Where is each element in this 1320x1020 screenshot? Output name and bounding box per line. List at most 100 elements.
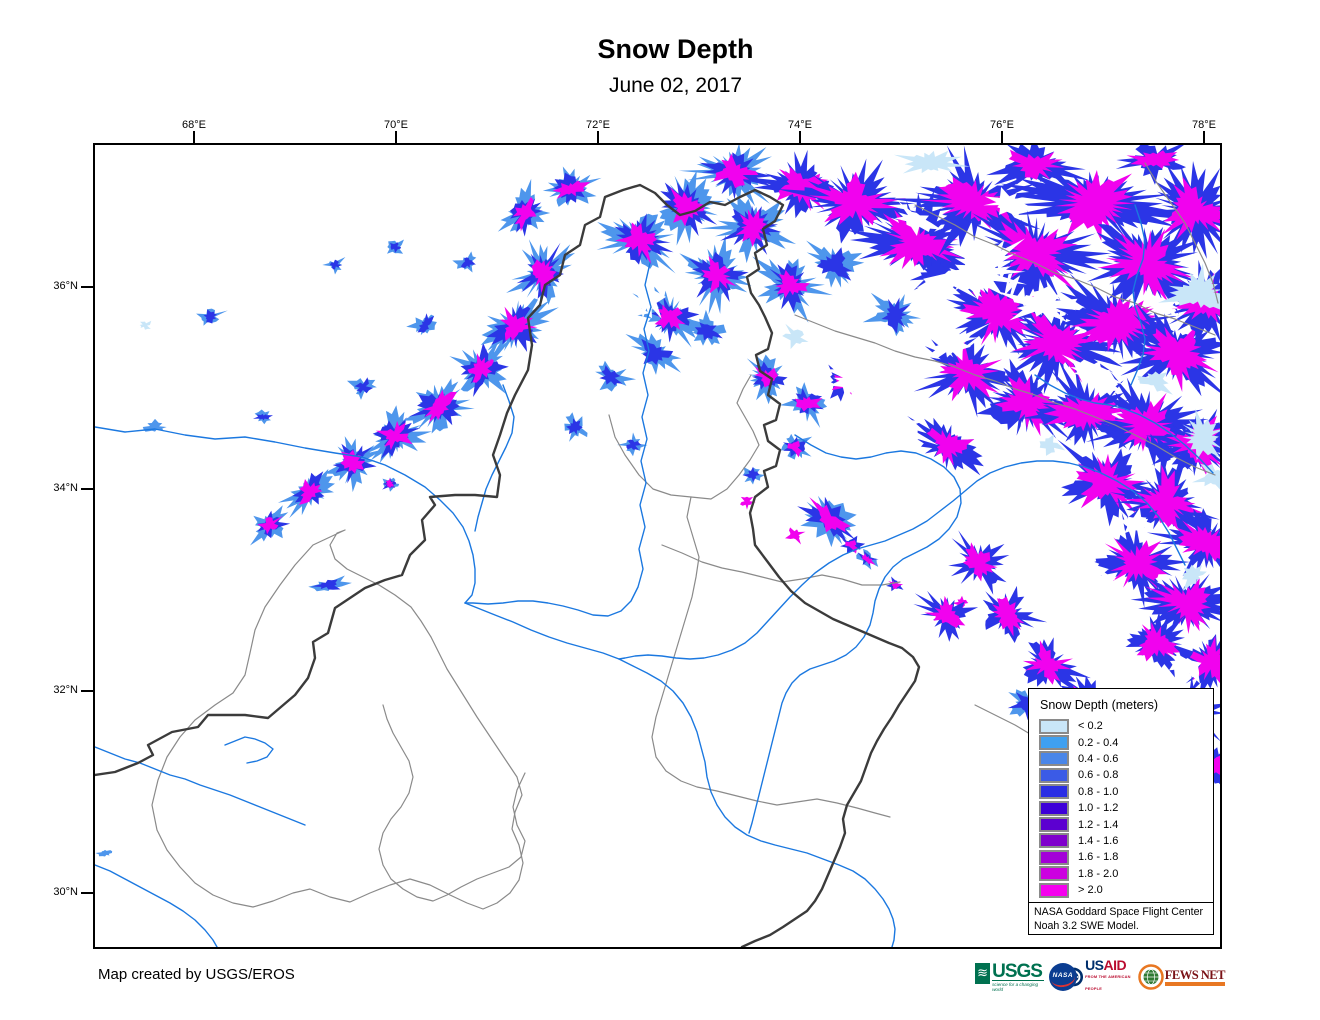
legend-swatch: [1039, 833, 1069, 849]
snow-patch: [95, 849, 113, 857]
logo-strip: ≋ USGS science for a changing world NASA…: [975, 956, 1226, 998]
pale-snow-patch: [893, 150, 971, 174]
legend-swatch: [1039, 784, 1069, 800]
boundary-admin: [1144, 162, 1219, 304]
snow-patch: [340, 449, 366, 474]
legend-row: 1.8 - 2.0: [1039, 866, 1213, 882]
lon-tick-label: 74°E: [788, 119, 812, 131]
snow-patch: [742, 466, 760, 482]
legend-row: 1.4 - 1.6: [1039, 833, 1213, 849]
snow-patch: [599, 365, 623, 386]
snow-patch: [861, 553, 876, 565]
legend-class-label: 1.0 - 1.2: [1078, 802, 1119, 815]
snow-patch: [354, 377, 373, 394]
snow-patch: [499, 306, 538, 341]
lat-tick-label: 34°N: [53, 482, 78, 494]
valley-carve: [1118, 507, 1151, 534]
usgs-tagline: science for a changing world: [992, 979, 1044, 992]
legend-swatch: [1039, 882, 1069, 898]
lat-tick-mark: [81, 286, 93, 288]
lon-tick-mark: [799, 131, 801, 143]
snow-patch: [253, 413, 273, 421]
snow-patch: [998, 221, 1079, 294]
snow-patch: [1136, 622, 1181, 662]
valley-carve: [863, 399, 939, 446]
snow-patch: [203, 309, 217, 324]
valley-carve: [631, 273, 666, 320]
valley-carve: [826, 366, 888, 396]
valley-carve: [902, 238, 1027, 302]
snow-patch: [311, 579, 341, 590]
fewsnet-logo: FEWS NET: [1137, 964, 1226, 990]
snow-patch: [809, 497, 851, 533]
snow-patch: [1126, 150, 1180, 169]
valley-carve: [981, 420, 1053, 483]
legend-row: 1.6 - 1.8: [1039, 849, 1213, 865]
snow-patch: [881, 297, 911, 334]
legend-class-label: 0.4 - 0.6: [1078, 752, 1119, 765]
snow-patch: [1140, 323, 1219, 392]
valley-carve: [925, 322, 992, 361]
boundary-admin: [151, 529, 524, 910]
snow-patch: [1097, 228, 1196, 305]
pale-snow-patch: [1158, 263, 1220, 310]
snow-patch: [1022, 640, 1073, 685]
legend-class-label: 1.4 - 1.6: [1078, 834, 1119, 847]
snow-patch: [626, 439, 642, 450]
lat-tick-mark: [81, 892, 93, 894]
legend-credit-line2: Noah 3.2 SWE Model.: [1034, 919, 1139, 932]
fewsnet-tagline-bar: [1164, 981, 1225, 986]
snow-patch: [417, 313, 435, 333]
snow-patch: [962, 542, 998, 582]
legend-credit-line1: NASA Goddard Space Flight Center: [1034, 906, 1204, 919]
snow-patch: [641, 338, 674, 365]
valley-carve: [1061, 354, 1123, 396]
snow-patch: [1175, 520, 1220, 562]
valley-carve: [894, 201, 942, 236]
river: [464, 262, 652, 617]
snow-patch: [775, 269, 810, 299]
snow-patch: [654, 304, 686, 330]
lon-tick-label: 72°E: [586, 119, 610, 131]
snow-patch: [512, 196, 537, 232]
legend-row: 1.0 - 1.2: [1039, 800, 1213, 816]
river: [95, 426, 476, 604]
boundary-admin: [794, 314, 1216, 476]
snow-patch: [467, 353, 494, 383]
usgs-logo: ≋ USGS science for a changing world: [975, 962, 1044, 992]
snow-patch: [531, 259, 557, 293]
legend-title: Snow Depth (meters): [1040, 698, 1159, 712]
legend-swatch: [1039, 767, 1069, 783]
snow-patch: [1112, 392, 1193, 452]
snow-patch: [1121, 464, 1204, 530]
fewsnet-globe-icon: [1137, 964, 1164, 990]
legend-swatch: [1039, 718, 1069, 734]
lon-tick-mark: [597, 131, 599, 143]
legend-rows: < 0.2 0.2 - 0.4 0.4 - 0.6 0.6 - 0.8 0.8 - 1.…: [1039, 718, 1213, 898]
snow-patch: [785, 527, 806, 545]
snow-patch: [926, 427, 975, 466]
snow-patch: [1104, 537, 1168, 589]
lat-tick-label: 32°N: [53, 684, 78, 696]
river: [224, 736, 274, 764]
snow-patch: [298, 479, 323, 505]
pale-snow-patch: [1192, 463, 1220, 490]
boundary-admin: [608, 374, 760, 500]
snow-patch: [460, 257, 476, 268]
snow-patch: [816, 247, 853, 281]
lat-tick-label: 30°N: [53, 886, 78, 898]
snow-patch: [375, 420, 413, 451]
valley-carve: [944, 472, 1014, 536]
snow-patch: [1054, 170, 1136, 241]
snow-patch: [713, 153, 759, 189]
valley-carve: [629, 366, 655, 424]
river: [95, 746, 306, 826]
snow-patch: [1011, 309, 1101, 383]
pale-snow-patch: [1182, 564, 1207, 591]
legend-row: 1.2 - 1.4: [1039, 816, 1213, 833]
lon-tick-mark: [395, 131, 397, 143]
snow-patch: [787, 440, 803, 458]
legend-class-label: 1.8 - 2.0: [1078, 867, 1119, 880]
legend-row: 0.4 - 0.6: [1039, 751, 1213, 767]
snow-patch: [992, 596, 1025, 637]
